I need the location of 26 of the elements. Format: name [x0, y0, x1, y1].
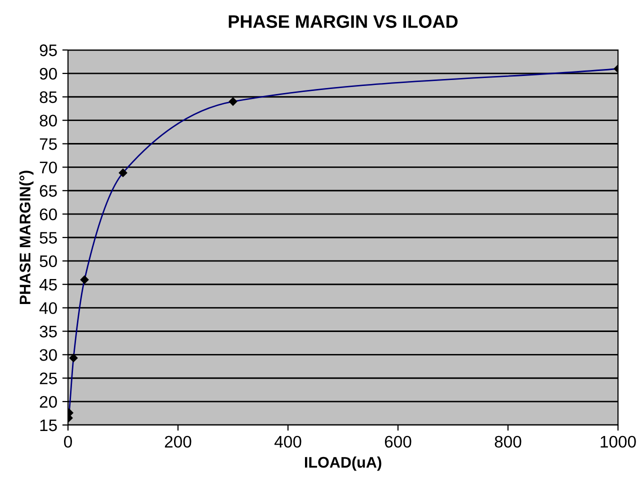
y-tick-label: 85	[40, 91, 57, 104]
y-tick-label: 50	[40, 255, 57, 268]
y-tick-label: 55	[40, 232, 57, 244]
y-tick-label: 20	[40, 396, 57, 408]
y-tick-label: 30	[40, 349, 57, 361]
y-tick-label: 65	[40, 185, 57, 197]
x-tick-label: 1000	[600, 436, 636, 448]
x-tick-label: 0	[64, 436, 72, 448]
y-tick-label: 35	[40, 326, 57, 338]
y-tick-label: 95	[40, 44, 57, 56]
y-tick-label: 45	[39, 278, 57, 291]
y-axis-title: PHASE MARGIN(°)	[19, 170, 34, 304]
x-tick-label: 400	[274, 436, 302, 448]
x-tick-label: 200	[164, 436, 192, 448]
y-tick-label: 80	[40, 114, 57, 127]
x-tick-label: 600	[384, 436, 412, 448]
chart-title: PHASE MARGIN VS ILOAD	[228, 15, 458, 28]
y-tick-label: 40	[39, 302, 57, 314]
x-tick-label: 800	[494, 436, 522, 448]
y-tick-label: 90	[40, 68, 57, 80]
y-tick-label: 25	[40, 372, 57, 384]
x-axis-title: ILOAD(uA)	[304, 456, 382, 471]
y-tick-label: 15	[40, 420, 57, 432]
y-tick-label: 70	[40, 162, 57, 174]
y-tick-label: 60	[40, 208, 57, 220]
y-tick-label: 75	[40, 138, 57, 150]
